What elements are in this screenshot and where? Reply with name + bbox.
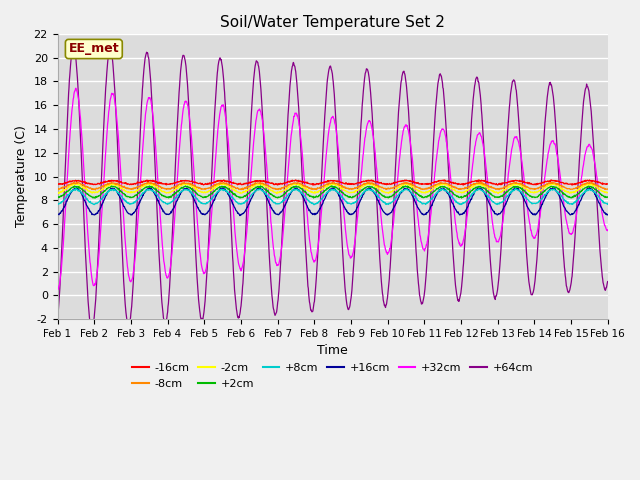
Y-axis label: Temperature (C): Temperature (C) bbox=[15, 126, 28, 228]
Title: Soil/Water Temperature Set 2: Soil/Water Temperature Set 2 bbox=[220, 15, 445, 30]
Text: EE_met: EE_met bbox=[68, 43, 119, 56]
Legend: -16cm, -8cm, -2cm, +2cm, +8cm, +16cm, +32cm, +64cm: -16cm, -8cm, -2cm, +2cm, +8cm, +16cm, +3… bbox=[127, 359, 538, 393]
X-axis label: Time: Time bbox=[317, 344, 348, 357]
